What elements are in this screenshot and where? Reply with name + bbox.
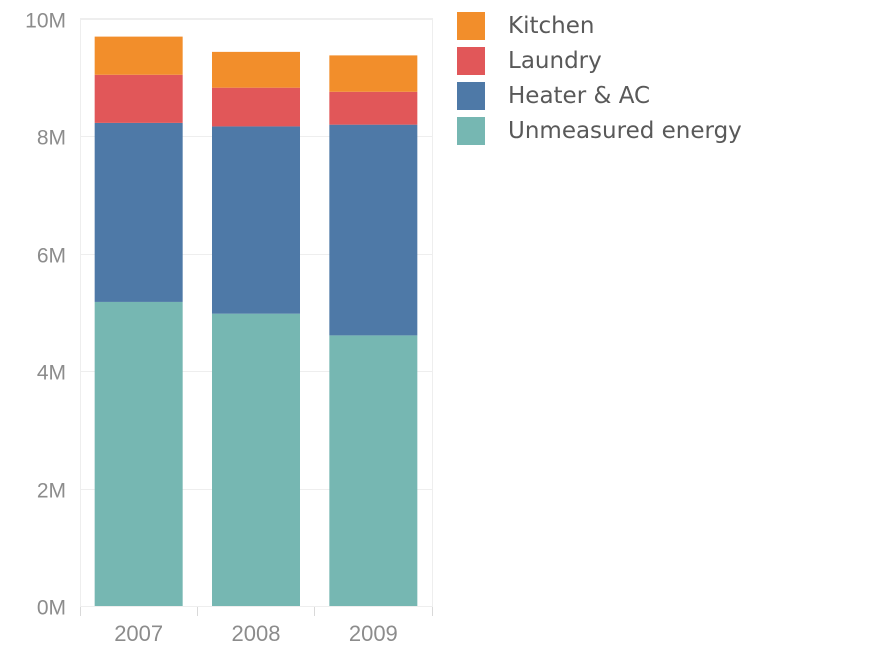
bar-segment	[94, 301, 183, 606]
legend-item: Heater & AC	[457, 78, 742, 113]
y-tick-label: 2M	[37, 480, 66, 503]
y-tick-label: 6M	[37, 245, 66, 268]
legend-swatch	[457, 46, 485, 75]
legend-item: Laundry	[457, 43, 742, 78]
legend-swatch	[457, 81, 485, 110]
bar-segment	[329, 55, 418, 92]
bar-segment	[212, 313, 300, 606]
legend-label: Kitchen	[508, 12, 595, 39]
legend-swatch	[457, 116, 485, 145]
legend-label: Heater & AC	[508, 82, 651, 109]
bar-segment	[212, 126, 300, 314]
bar-segment	[329, 335, 418, 606]
y-tick-label: 8M	[37, 127, 66, 150]
legend-item: Kitchen	[457, 8, 742, 43]
legend: Kitchen Laundry Heater & AC Unmeasured ener…	[457, 8, 742, 148]
x-category-label: 2008	[232, 621, 281, 646]
bar-segment	[94, 122, 183, 302]
bar-segment	[94, 74, 183, 123]
x-category-label: 2009	[349, 621, 398, 646]
legend-item: Unmeasured energy	[457, 113, 742, 148]
legend-label: Laundry	[508, 47, 602, 74]
bar-segment	[94, 36, 183, 75]
bars	[94, 36, 418, 606]
legend-swatch	[457, 11, 485, 40]
bar-segment	[329, 91, 418, 125]
x-category-label: 2007	[114, 621, 163, 646]
y-tick-label: 0M	[37, 597, 66, 620]
bar-segment	[329, 124, 418, 336]
bar-segment	[212, 51, 300, 88]
legend-label: Unmeasured energy	[508, 117, 742, 144]
axis-labels: 0M 2M 4M 6M 8M 10M 2007 2008 2009	[25, 10, 398, 647]
bar-segment	[212, 87, 300, 127]
y-tick-label: 4M	[37, 362, 66, 385]
y-tick-label: 10M	[25, 10, 66, 33]
axes	[80, 18, 433, 616]
